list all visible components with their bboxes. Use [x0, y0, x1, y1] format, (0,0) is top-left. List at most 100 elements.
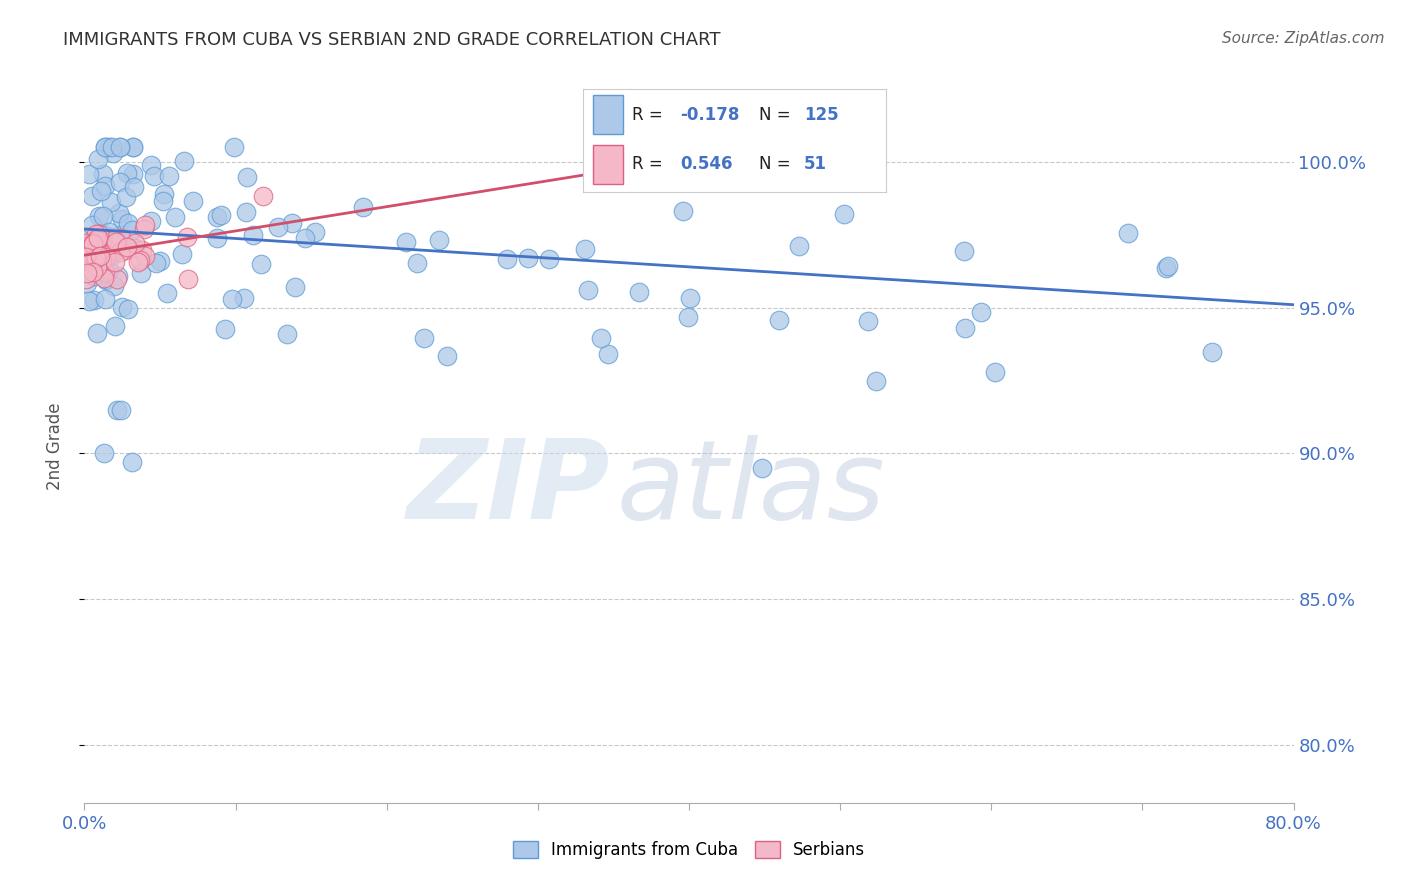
Point [115, 166, 138, 180]
Text: IMMIGRANTS FROM CUBA VS SERBIAN 2ND GRADE CORRELATION CHART: IMMIGRANTS FROM CUBA VS SERBIAN 2ND GRAD… [63, 31, 721, 49]
Text: atlas: atlas [616, 435, 884, 542]
Point [170, 246, 193, 260]
Point [105, 235, 128, 250]
Point [84, 233, 107, 247]
Point [86, 244, 108, 258]
Point [134, 249, 156, 263]
Point [105, 271, 128, 285]
Point [970, 304, 993, 318]
Point [436, 349, 458, 363]
Point [250, 257, 273, 271]
Point [96, 272, 118, 286]
Point [276, 327, 298, 342]
Point [124, 235, 146, 250]
Point [98, 140, 121, 154]
Text: R =: R = [631, 155, 668, 173]
Point [121, 455, 143, 469]
Point [832, 207, 855, 221]
Point [209, 208, 232, 222]
Point [103, 233, 125, 247]
Point [86, 237, 108, 252]
Text: 51: 51 [804, 155, 827, 173]
Point [94, 293, 117, 307]
Point [108, 140, 131, 154]
Point [108, 140, 131, 154]
Point [93, 247, 115, 261]
Point [111, 300, 134, 314]
Point [284, 280, 307, 294]
Point [207, 210, 229, 224]
Point [679, 291, 702, 305]
Point [352, 201, 374, 215]
Point [76, 276, 98, 290]
Point [294, 231, 316, 245]
Point [149, 254, 172, 268]
Point [395, 235, 418, 249]
Point [134, 218, 156, 232]
Point [89, 227, 111, 241]
Point [214, 321, 236, 335]
FancyBboxPatch shape [592, 145, 623, 184]
Point [591, 331, 613, 345]
Point [91, 210, 114, 224]
Point [104, 255, 127, 269]
Point [233, 291, 256, 305]
Text: N =: N = [759, 155, 796, 173]
Point [87, 254, 110, 268]
Point [75, 245, 97, 260]
Point [94, 235, 117, 249]
Text: -0.178: -0.178 [681, 106, 740, 124]
Point [496, 252, 519, 267]
Point [598, 347, 620, 361]
Point [77, 167, 100, 181]
Point [406, 256, 429, 270]
Point [87, 153, 110, 167]
Point [90, 235, 112, 249]
Point [91, 167, 114, 181]
Point [627, 285, 650, 300]
Point [94, 179, 117, 194]
Point [89, 249, 111, 263]
Point [76, 245, 98, 260]
Point [121, 140, 143, 154]
Legend: Immigrants from Cuba, Serbians: Immigrants from Cuba, Serbians [506, 834, 872, 866]
Point [79, 235, 101, 250]
Point [76, 267, 98, 281]
Point [110, 230, 132, 244]
Point [266, 219, 288, 234]
Point [984, 365, 1007, 379]
Point [89, 232, 111, 246]
Point [183, 194, 205, 208]
Point [86, 248, 108, 262]
Point [84, 249, 107, 263]
Point [143, 169, 166, 183]
Point [111, 211, 134, 226]
FancyBboxPatch shape [592, 95, 623, 135]
Point [222, 140, 245, 154]
Point [100, 195, 122, 210]
Point [80, 219, 103, 233]
Point [76, 252, 98, 267]
Point [122, 167, 145, 181]
Point [75, 271, 97, 285]
Point [93, 228, 115, 243]
Point [152, 194, 174, 208]
Point [86, 234, 108, 248]
Point [87, 210, 110, 224]
Point [173, 154, 195, 169]
Point [176, 230, 198, 244]
Point [122, 140, 145, 154]
Point [127, 254, 149, 268]
Text: 0.546: 0.546 [681, 155, 733, 173]
Point [86, 251, 108, 265]
Text: N =: N = [759, 106, 796, 124]
Point [110, 227, 132, 242]
Point [110, 403, 132, 417]
Point [177, 271, 200, 285]
Point [235, 205, 257, 219]
Point [427, 234, 450, 248]
Point [242, 227, 264, 242]
Point [84, 227, 107, 242]
Point [90, 184, 112, 198]
Point [93, 271, 115, 285]
